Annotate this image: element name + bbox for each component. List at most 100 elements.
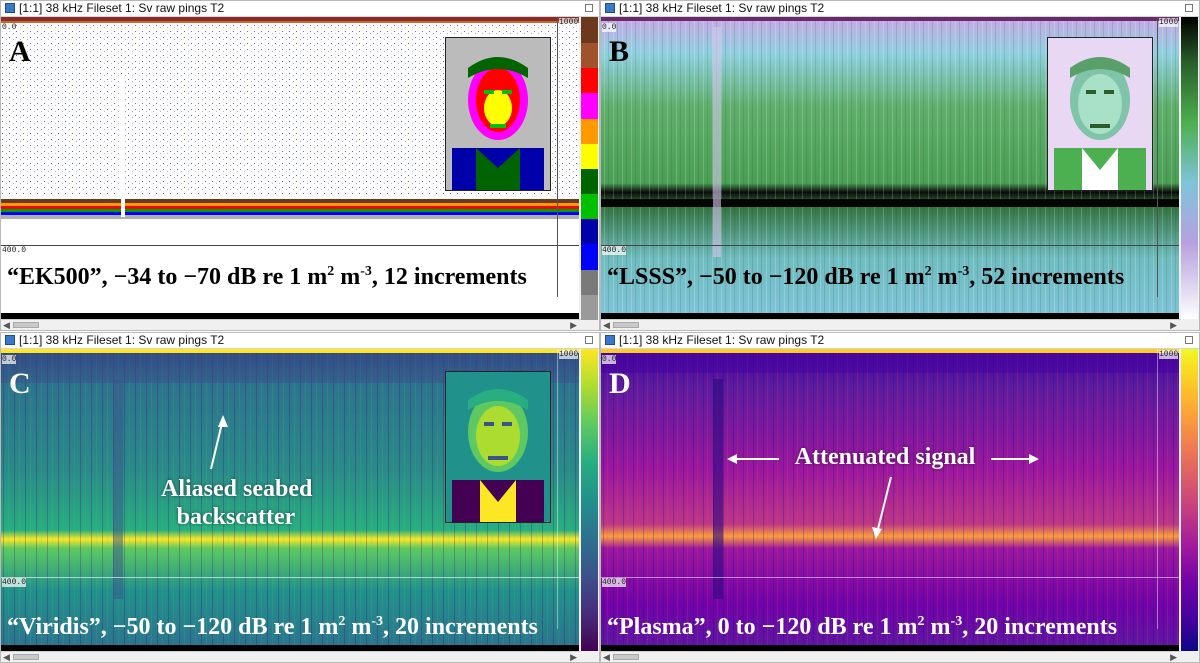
scroll-thumb[interactable] <box>13 322 39 328</box>
echogram-canvas[interactable]: 0.0 400.0 1000 B “LSSS”, −50 to −120 dB … <box>601 17 1179 319</box>
caption-end: , 52 increments <box>969 264 1125 290</box>
echogram-canvas[interactable]: 0.0 400.0 1000 A “EK500”, −34 to −70 dB … <box>1 17 579 319</box>
scroll-right-icon[interactable]: ▶ <box>1170 652 1177 662</box>
caption-sup-3: -3 <box>950 614 963 629</box>
caption-mid: m <box>345 614 372 640</box>
scroll-thumb[interactable] <box>13 654 39 660</box>
ping-label: 1000 <box>559 350 579 359</box>
depth-bottom-label: 400.0 <box>2 578 27 587</box>
echogram-canvas[interactable]: 0.0 400.0 1000 C Aliased seabed backscat… <box>1 349 579 651</box>
color-scale-segment <box>581 268 598 295</box>
bottom-strip <box>1 645 579 651</box>
app-icon <box>605 3 615 13</box>
app-icon <box>605 335 615 345</box>
panel-letter: D <box>609 367 631 400</box>
depth-top-label: 0.0 <box>2 355 17 364</box>
color-scale-bar <box>1181 349 1198 651</box>
scroll-thumb[interactable] <box>613 654 639 660</box>
panel-letter: C <box>9 367 31 400</box>
maximize-button[interactable] <box>585 4 593 12</box>
echogram-window-d: [1:1] 38 kHz Fileset 1: Sv raw pings T2 <box>600 332 1200 663</box>
portrait-c-graphic <box>446 372 550 522</box>
ping-label: 1000 <box>1159 350 1179 359</box>
portrait-image <box>1047 37 1153 191</box>
caption-start: “EK500”, −34 to −70 dB re 1 m <box>7 264 328 290</box>
title-bar: [1:1] 38 kHz Fileset 1: Sv raw pings T2 <box>1 333 599 349</box>
cursor-line <box>1157 349 1158 629</box>
annotation-line-1: Aliased seabed <box>161 476 313 502</box>
color-scale-segment <box>581 67 598 94</box>
window-title: [1:1] 38 kHz Fileset 1: Sv raw pings T2 <box>619 333 825 347</box>
color-scale-segment <box>581 193 598 220</box>
echogram-window-a: [1:1] 38 kHz Fileset 1: Sv raw pings T2 <box>0 0 600 331</box>
caption-end: , 20 increments <box>962 614 1118 640</box>
horizontal-scrollbar[interactable]: ◀ ▶ <box>1 651 581 662</box>
title-bar: [1:1] 38 kHz Fileset 1: Sv raw pings T2 <box>601 1 1199 17</box>
caption-sup-3: -3 <box>371 614 384 629</box>
echogram-d-graphic <box>601 349 1179 651</box>
caption: “LSSS”, −50 to −120 dB re 1 m2 m-3, 52 i… <box>607 263 1124 291</box>
depth-bottom-label: 400.0 <box>602 246 627 255</box>
title-bar: [1:1] 38 kHz Fileset 1: Sv raw pings T2 <box>601 333 1199 349</box>
panel-letter: A <box>9 35 31 68</box>
color-scale-segment <box>581 293 598 320</box>
annotation-aliased-seabed: Aliased seabed backscatter <box>161 475 313 531</box>
caption-sup-3: -3 <box>957 264 970 279</box>
depth-bottom-label: 400.0 <box>2 246 27 255</box>
color-scale-segment <box>581 243 598 270</box>
horizontal-scrollbar[interactable]: ◀ ▶ <box>601 319 1181 330</box>
color-scale-segment <box>581 168 598 194</box>
depth-top-label: 0.0 <box>602 23 617 32</box>
scroll-left-icon[interactable]: ◀ <box>3 320 10 330</box>
horizontal-scrollbar[interactable]: ◀ ▶ <box>1 319 581 330</box>
cursor-line <box>1157 17 1158 297</box>
caption-mid: m <box>924 614 951 640</box>
color-scale-bar <box>581 349 598 651</box>
depth-bottom-label: 400.0 <box>602 578 627 587</box>
bottom-strip <box>1 313 579 319</box>
depth-top-label: 0.0 <box>2 23 17 32</box>
maximize-button[interactable] <box>1185 336 1193 344</box>
scroll-left-icon[interactable]: ◀ <box>603 652 610 662</box>
caption: “EK500”, −34 to −70 dB re 1 m2 m-3, 12 i… <box>7 263 527 291</box>
color-scale-segment <box>581 218 598 245</box>
cursor-line <box>557 349 558 629</box>
annotation-attenuated-signal: Attenuated signal <box>794 444 976 470</box>
scroll-thumb[interactable] <box>613 322 639 328</box>
color-scale-bar <box>581 17 598 320</box>
bottom-strip <box>601 313 1179 319</box>
scroll-right-icon[interactable]: ▶ <box>570 652 577 662</box>
panel-letter: B <box>609 35 630 68</box>
caption-mid: m <box>334 264 361 290</box>
annotation-line-2: backscatter <box>176 504 296 530</box>
caption-start: “Viridis”, −50 to −120 dB re 1 m <box>7 614 339 640</box>
caption-start: “LSSS”, −50 to −120 dB re 1 m <box>607 264 925 290</box>
color-scale-segment <box>581 92 598 119</box>
depth-line-400 <box>601 577 1179 578</box>
window-title: [1:1] 38 kHz Fileset 1: Sv raw pings T2 <box>19 333 225 347</box>
scroll-right-icon[interactable]: ▶ <box>1170 320 1177 330</box>
maximize-button[interactable] <box>585 336 593 344</box>
window-title: [1:1] 38 kHz Fileset 1: Sv raw pings T2 <box>19 1 225 15</box>
maximize-button[interactable] <box>1185 4 1193 12</box>
caption-end: , 12 increments <box>371 264 527 290</box>
caption: “Plasma”, 0 to −120 dB re 1 m2 m-3, 20 i… <box>607 613 1117 641</box>
depth-line-400 <box>1 245 579 246</box>
scroll-left-icon[interactable]: ◀ <box>3 652 10 662</box>
portrait-a-graphic <box>446 38 550 190</box>
caption-mid: m <box>931 264 958 290</box>
scroll-right-icon[interactable]: ▶ <box>570 320 577 330</box>
color-scale-segment <box>581 17 598 43</box>
ping-label: 1000 <box>1159 18 1179 27</box>
echogram-canvas[interactable]: 0.0 400.0 1000 D Attenuated signal “Plas… <box>601 349 1179 651</box>
color-scale-segment <box>581 42 598 69</box>
color-scale-segment <box>581 117 598 144</box>
scroll-left-icon[interactable]: ◀ <box>603 320 610 330</box>
depth-line-400 <box>601 245 1179 246</box>
horizontal-scrollbar[interactable]: ◀ ▶ <box>601 651 1181 662</box>
caption-sup-3: -3 <box>360 264 372 279</box>
ping-label: 1000 <box>559 18 579 27</box>
caption: “Viridis”, −50 to −120 dB re 1 m2 m-3, 2… <box>7 613 538 641</box>
caption-sup-2: 2 <box>327 264 335 279</box>
cursor-line <box>557 17 558 297</box>
